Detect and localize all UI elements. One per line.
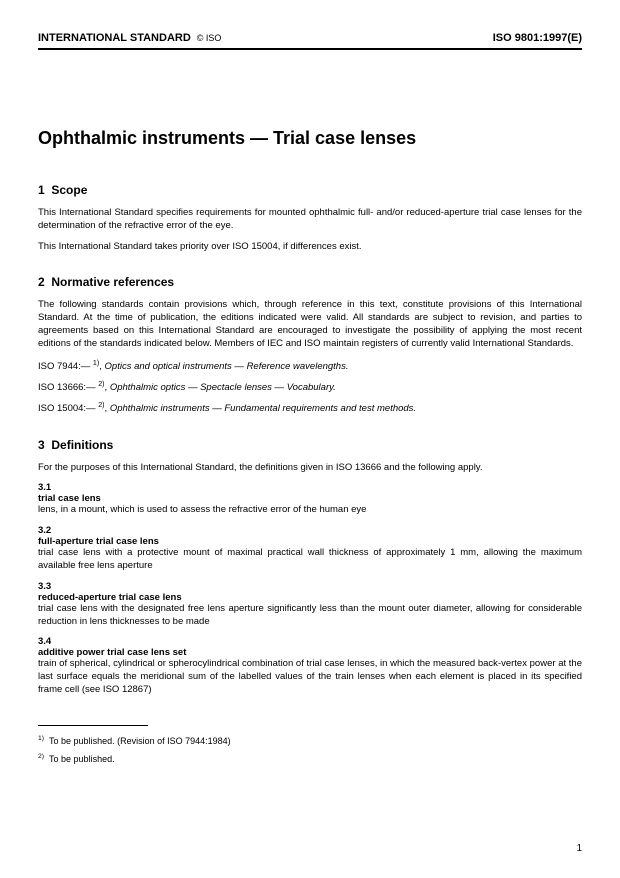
section-2-heading: 2 Normative references [38, 275, 582, 289]
ref-2-sup: 2) [98, 380, 104, 388]
scope-para-2: This International Standard takes priori… [38, 241, 582, 254]
page-number: 1 [576, 843, 582, 854]
page-header: INTERNATIONAL STANDARD © ISO ISO 9801:19… [38, 32, 582, 50]
footnote-rule [38, 725, 148, 726]
ref-3-code: ISO 15004:— [38, 403, 96, 414]
def-3-num: 3.3 [38, 581, 582, 592]
def-4-num: 3.4 [38, 636, 582, 647]
def-2-num: 3.2 [38, 525, 582, 536]
ref-1-code: ISO 7944:— [38, 361, 90, 372]
section-2-name: Normative references [51, 275, 174, 289]
def-3-body: trial case lens with the designated free… [38, 603, 582, 629]
document-title: Ophthalmic instruments — Trial case lens… [38, 128, 582, 149]
def-3-term: reduced-aperture trial case lens [38, 592, 582, 603]
ref-1-sup: 1) [93, 359, 99, 367]
header-standard-label: INTERNATIONAL STANDARD [38, 32, 191, 44]
ref-2-title: Ophthalmic optics — Spectacle lenses — V… [110, 382, 336, 393]
header-left: INTERNATIONAL STANDARD © ISO [38, 32, 221, 44]
def-1-num: 3.1 [38, 482, 582, 493]
section-1-name: Scope [51, 183, 87, 197]
ref-1-title: Optics and optical instruments — Referen… [105, 361, 349, 372]
normative-intro: The following standards contain provisio… [38, 299, 582, 350]
ref-3-sup: 2) [98, 401, 104, 409]
ref-3: ISO 15004:— 2), Ophthalmic instruments —… [38, 401, 582, 416]
footnote-2-sup: 2) [38, 753, 44, 760]
section-3-name: Definitions [51, 438, 113, 452]
section-3-num: 3 [38, 438, 45, 452]
section-3-heading: 3 Definitions [38, 438, 582, 452]
def-1-term: trial case lens [38, 493, 582, 504]
definitions-intro: For the purposes of this International S… [38, 462, 582, 475]
section-1-num: 1 [38, 183, 45, 197]
section-1-heading: 1 Scope [38, 183, 582, 197]
def-2-body: trial case lens with a protective mount … [38, 547, 582, 573]
def-4-term: additive power trial case lens set [38, 647, 582, 658]
def-2-term: full-aperture trial case lens [38, 536, 582, 547]
header-doc-id: ISO 9801:1997(E) [493, 32, 582, 44]
ref-2-code: ISO 13666:— [38, 382, 96, 393]
scope-para-1: This International Standard specifies re… [38, 207, 582, 233]
footnote-1: 1) To be published. (Revision of ISO 794… [38, 734, 582, 748]
footnote-2-text: To be published. [49, 754, 115, 764]
ref-3-title: Ophthalmic instruments — Fundamental req… [110, 403, 416, 414]
footnote-1-text: To be published. (Revision of ISO 7944:1… [49, 736, 231, 746]
def-4-body: train of spherical, cylindrical or spher… [38, 658, 582, 696]
ref-2: ISO 13666:— 2), Ophthalmic optics — Spec… [38, 380, 582, 395]
header-copyright: © ISO [197, 33, 222, 43]
footnote-2: 2) To be published. [38, 752, 582, 766]
section-2-num: 2 [38, 275, 45, 289]
def-1-body: lens, in a mount, which is used to asses… [38, 504, 582, 517]
footnote-1-sup: 1) [38, 735, 44, 742]
ref-1: ISO 7944:— 1), Optics and optical instru… [38, 359, 582, 374]
